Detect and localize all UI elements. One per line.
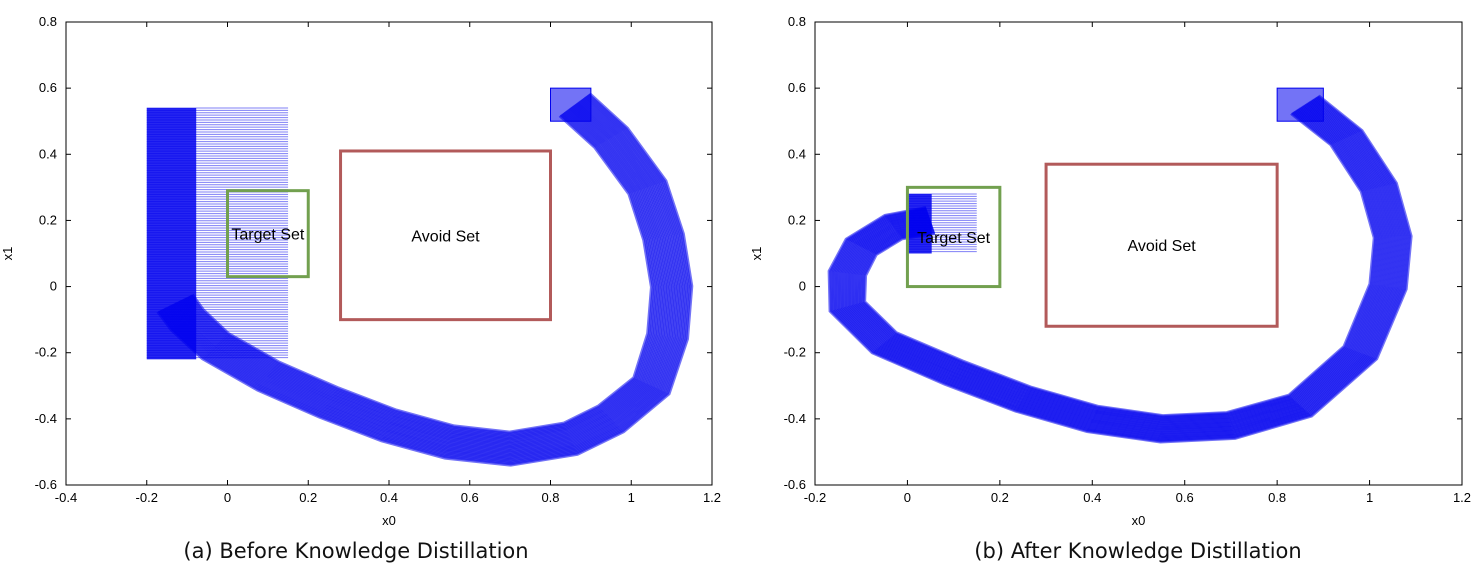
x-axis-label: x0 <box>382 513 396 528</box>
x-tick-label: 1 <box>1366 490 1373 505</box>
reach-tube <box>827 94 1413 444</box>
reach-final-core <box>907 193 932 254</box>
x-tick-label: 0.8 <box>541 490 559 505</box>
y-tick-label: 0 <box>799 279 806 294</box>
y-tick-label: -0.4 <box>784 411 806 426</box>
plot-frame <box>814 21 1463 486</box>
y-tick-label: -0.2 <box>35 345 57 360</box>
y-tick-label: 0.4 <box>788 146 806 161</box>
reach-tube <box>156 92 694 467</box>
reach-tube-slice <box>156 92 694 467</box>
x-tick-label: -0.4 <box>55 490 77 505</box>
y-axis-label: x1 <box>0 247 15 261</box>
avoid-set-label: Avoid Set <box>411 228 480 245</box>
y-tick-label: 0 <box>50 279 57 294</box>
reach-final-region <box>146 107 289 360</box>
reach-final-region <box>907 193 977 254</box>
x-tick-label: 0.8 <box>1268 490 1286 505</box>
x-tick-label: 0.4 <box>1083 490 1101 505</box>
y-tick-label: 0.6 <box>39 80 57 95</box>
x-tick-label: -0.2 <box>804 490 826 505</box>
y-tick-label: 0.6 <box>788 80 806 95</box>
x-tick-label: 0.6 <box>461 490 479 505</box>
x-axis-label: x0 <box>1132 513 1146 528</box>
x-tick-label: 0 <box>224 490 231 505</box>
avoid-set-box <box>1044 162 1279 328</box>
x-tick-label: 1.2 <box>703 490 721 505</box>
x-tick-label: 1 <box>628 490 635 505</box>
y-tick-label: 0.2 <box>788 212 806 227</box>
y-tick-label: 0.8 <box>788 14 806 29</box>
reach-tube-slice <box>827 94 1413 444</box>
y-tick-label: -0.6 <box>784 477 806 492</box>
x-tick-label: 0.2 <box>991 490 1009 505</box>
x-tick-label: 0.4 <box>380 490 398 505</box>
y-tick-label: 0.2 <box>39 212 57 227</box>
x-tick-label: 0.6 <box>1176 490 1194 505</box>
x-tick-label: 0.2 <box>299 490 317 505</box>
avoid-set-box <box>339 149 552 322</box>
y-tick-label: 0.8 <box>39 14 57 29</box>
chart-panel-b: -0.2 0 0.2 0.4 0.6 0.8 1 1.2 -0.6 -0.4 -0.2 0 0.2 0.4… <box>749 14 1471 528</box>
y-axis-label: x1 <box>749 247 764 261</box>
target-set-label: Target Set <box>231 227 304 244</box>
target-set-box <box>226 189 310 279</box>
target-set-box <box>905 185 1002 289</box>
x-tick-label: -0.2 <box>136 490 158 505</box>
y-tick-label: -0.6 <box>35 477 57 492</box>
target-set-label: Target Set <box>917 230 990 247</box>
y-tick-label: -0.4 <box>35 411 57 426</box>
y-tick-label: -0.2 <box>784 345 806 360</box>
figure-caption-a: (a) Before Knowledge Distillation <box>183 539 528 563</box>
figure-caption-b: (b) After Knowledge Distillation <box>974 539 1301 563</box>
x-tick-label: 1.2 <box>1453 490 1471 505</box>
reach-final-core <box>146 107 197 360</box>
reach-initial-box <box>550 87 592 122</box>
reach-initial-box <box>1276 87 1324 122</box>
x-tick-label: 0 <box>904 490 911 505</box>
chart-panel-a: -0.4 -0.2 0 0.2 0.4 0.6 0.8 1 1.2-0.6-0.4-0.200.… <box>0 14 721 528</box>
avoid-set-label: Avoid Set <box>1128 238 1197 255</box>
y-tick-label: 0.4 <box>39 146 57 161</box>
